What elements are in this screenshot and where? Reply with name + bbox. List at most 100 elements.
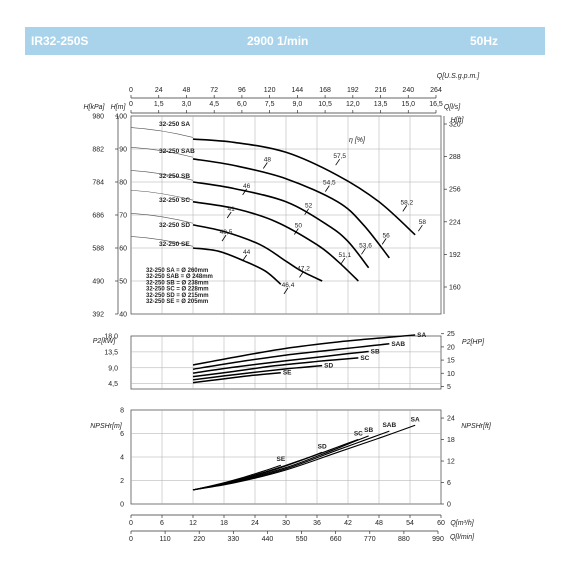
head-lowflow-line xyxy=(130,189,194,201)
head-curve-label: 32-250 SE xyxy=(159,241,190,248)
m3h-tick-label: 12 xyxy=(189,520,197,527)
npsh-curve-sd xyxy=(192,451,323,491)
npsh-m-tick-label: 6 xyxy=(120,431,124,438)
ls-tick-label: 7,5 xyxy=(265,101,275,108)
head-curve-sb xyxy=(192,181,370,269)
usgpm-tick-label: 168 xyxy=(319,87,331,94)
head-curve-label: 32-250 SA xyxy=(159,121,190,128)
head-kpa-tick-label: 490 xyxy=(92,279,104,286)
power-hp-tick-label: 5 xyxy=(447,384,451,391)
head-ft-tick-label: 192 xyxy=(449,252,461,259)
efficiency-tick xyxy=(299,271,304,278)
ls-tick-label: 13,5 xyxy=(374,101,388,108)
ls-tick-label: 16,5 xyxy=(429,101,443,108)
efficiency-label: 50 xyxy=(295,223,303,230)
efficiency-label: 47,2 xyxy=(297,265,310,272)
head-m-tick-label: 70 xyxy=(119,213,127,220)
model-title: IR32-250S xyxy=(31,34,89,48)
power-hp-tick-label: 20 xyxy=(447,344,455,351)
head-curve-label: 32-250 SAB xyxy=(159,148,195,155)
ls-tick-label: 4,5 xyxy=(209,101,219,108)
usgpm-tick-label: 72 xyxy=(210,87,218,94)
head-lowflow-line xyxy=(130,213,194,224)
m3h-tick-label: 24 xyxy=(251,520,259,527)
lmin-tick-label: 550 xyxy=(296,536,308,543)
efficiency-label: 53,6 xyxy=(359,242,372,249)
power-curve-label: SB xyxy=(371,349,380,356)
npsh-ft-axis-title: NPSHr[ft] xyxy=(461,423,492,430)
power-curve-label: SD xyxy=(324,363,333,370)
m3h-axis-title: Q[m³/h] xyxy=(450,520,474,527)
efficiency-label: 57,5 xyxy=(333,153,346,160)
power-curve-sab xyxy=(192,343,390,370)
lmin-tick-label: 220 xyxy=(193,536,205,543)
efficiency-tick xyxy=(402,205,408,212)
m3h-tick-label: 6 xyxy=(160,520,164,527)
efficiency-tick xyxy=(325,185,330,192)
m3h-tick-label: 60 xyxy=(437,520,445,527)
npsh-curve-label: SC xyxy=(354,430,363,437)
ls-tick-label: 10,5 xyxy=(318,101,332,108)
efficiency-label: 54,5 xyxy=(323,180,336,187)
m3h-tick-label: 54 xyxy=(406,520,414,527)
efficiency-tick xyxy=(283,287,289,295)
efficiency-tick xyxy=(335,158,340,166)
head-kpa-tick-label: 686 xyxy=(92,213,104,220)
diameter-legend-item: 32-250 SD = Ø 215mm xyxy=(146,293,209,299)
power-curve-se xyxy=(192,372,281,384)
head-ft-tick-label: 256 xyxy=(449,187,461,194)
npsh-m-tick-label: 2 xyxy=(120,478,124,485)
power-curve-sa xyxy=(192,334,416,366)
usgpm-tick-label: 216 xyxy=(375,87,387,94)
head-m-axis-title: H[m] xyxy=(111,104,127,111)
ls-axis-title: Q[l/s] xyxy=(444,104,461,111)
head-m-tick-label: 90 xyxy=(119,147,127,154)
head-ft-tick-label: 320 xyxy=(449,122,461,129)
npsh-curve-sa xyxy=(192,424,416,491)
usgpm-tick-label: 120 xyxy=(264,87,276,94)
head-m-tick-label: 80 xyxy=(119,180,127,187)
efficiency-label: 41 xyxy=(228,206,236,213)
head-curve-sab xyxy=(192,158,390,259)
diameter-legend-item: 32-250 SAB = Ø 248mm xyxy=(146,274,213,280)
power-curve-sb xyxy=(192,350,369,374)
head-m-tick-label: 100 xyxy=(115,114,127,121)
lmin-tick-label: 440 xyxy=(262,536,274,543)
head-kpa-tick-label: 980 xyxy=(92,114,104,121)
efficiency-tick xyxy=(304,208,309,215)
lmin-tick-label: 990 xyxy=(432,536,444,543)
lmin-tick-label: 110 xyxy=(160,536,171,543)
m3h-tick-label: 48 xyxy=(375,520,383,527)
ls-tick-label: 3,0 xyxy=(182,101,192,108)
npsh-curve-label: SD xyxy=(318,443,327,450)
head-lowflow-line xyxy=(130,170,194,181)
ls-tick-label: 0 xyxy=(129,101,133,108)
head-kpa-axis-title: H[kPa] xyxy=(83,104,105,111)
npsh-m-axis-title: NPSHr[m] xyxy=(90,423,123,430)
power-curve-label: SA xyxy=(417,332,426,339)
npsh-curve-label: SE xyxy=(276,456,285,463)
ls-tick-label: 1,5 xyxy=(154,101,164,108)
npsh-curve-label: SA xyxy=(411,416,420,423)
efficiency-tick xyxy=(263,162,268,169)
power-hp-tick-label: 25 xyxy=(447,331,455,338)
head-m-tick-label: 50 xyxy=(119,279,127,286)
power-kw-tick-label: 9,0 xyxy=(108,365,118,372)
npsh-m-tick-label: 0 xyxy=(120,502,124,509)
npsh-ft-tick-label: 24 xyxy=(447,416,455,423)
efficiency-label: 51,1 xyxy=(339,252,352,259)
head-m-tick-label: 40 xyxy=(119,312,127,319)
usgpm-tick-label: 264 xyxy=(430,87,442,94)
power-kw-tick-label: 4,5 xyxy=(108,381,118,388)
head-curve-se xyxy=(192,247,282,285)
power-curve-sc xyxy=(192,357,359,378)
m3h-tick-label: 30 xyxy=(282,520,290,527)
head-kpa-tick-label: 392 xyxy=(92,312,104,319)
head-kpa-tick-label: 784 xyxy=(92,180,104,187)
chart-header: IR32-250S 2900 1/min 50Hz xyxy=(25,27,545,55)
efficiency-tick xyxy=(418,224,423,232)
efficiency-label: 40,5 xyxy=(220,229,233,236)
m3h-tick-label: 0 xyxy=(129,520,133,527)
head-ft-tick-label: 288 xyxy=(449,154,461,161)
